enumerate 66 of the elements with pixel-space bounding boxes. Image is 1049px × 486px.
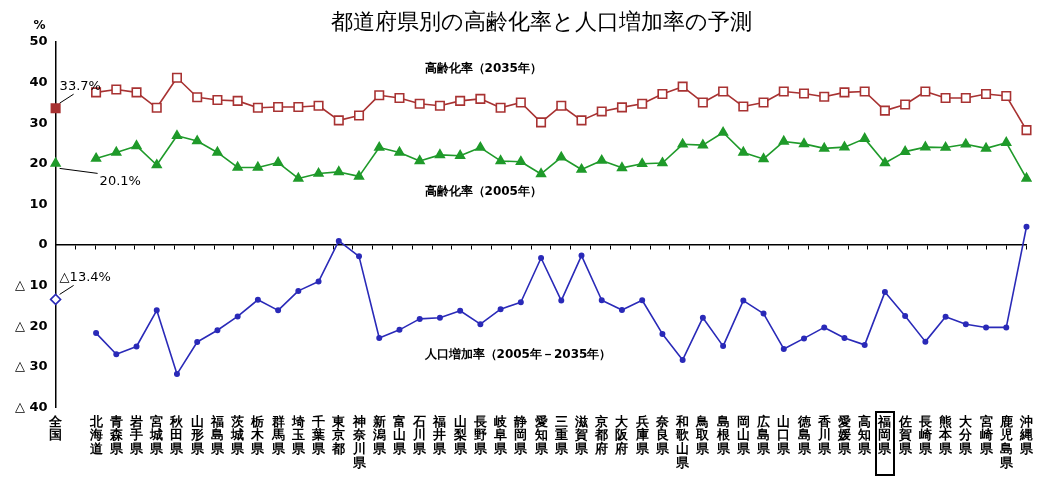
x-tick-label: 栃木県 — [250, 413, 266, 456]
x-tick-label: 長崎県 — [917, 413, 933, 456]
x-tick-label: 鹿児島県 — [998, 413, 1014, 470]
x-tick-label: 大阪府 — [614, 413, 630, 456]
x-tick-label: 岩手県 — [129, 413, 145, 456]
y-axis-title: % — [33, 18, 46, 33]
x-tick-label: 北海道 — [88, 413, 104, 456]
x-tick-label: 和歌山県 — [675, 413, 691, 470]
x-tick-label: 静岡県 — [513, 413, 529, 456]
x-tick-label: 兵庫県 — [634, 413, 650, 456]
y-tick-label: △ 30 — [14, 358, 48, 374]
x-tick-label: 沖縄県 — [1019, 413, 1034, 456]
x-tick-label: 滋賀県 — [574, 413, 590, 456]
x-tick-label: 山梨県 — [452, 413, 468, 456]
x-tick-label: 奈良県 — [654, 413, 670, 456]
x-tick-label: 岐阜県 — [493, 413, 509, 456]
annotation: 33.7% — [59, 77, 101, 93]
text: 人口増加率（2005年－2035年） — [423, 346, 612, 361]
x-tick-label: 東京都 — [331, 413, 347, 456]
y-tick-label: 30 — [29, 114, 48, 130]
series-label: 高齢化率（2005年） — [424, 184, 542, 199]
x-tick-label: 富山県 — [391, 413, 407, 456]
x-tick-label: 秋田県 — [169, 413, 185, 456]
x-tick-label: 青森県 — [108, 413, 124, 456]
x-tick-label: 島根県 — [715, 413, 731, 456]
x-tick-label: 高知県 — [857, 413, 873, 456]
y-tick-label: 20 — [29, 155, 48, 171]
x-tick-label: 愛知県 — [533, 413, 549, 456]
chart-title: 都道府県別の高齢化率と人口増加率の予測 — [330, 8, 752, 34]
x-tick-label: 香川県 — [816, 413, 832, 456]
y-tick-label: 40 — [29, 73, 48, 89]
x-tick-label: 広島県 — [756, 413, 772, 456]
x-tick-label: 福岡県 — [877, 413, 893, 456]
x-tick-label: 宮崎県 — [978, 413, 994, 456]
text: 高齢化率（2035年） — [424, 60, 542, 75]
x-tick-label: 全国 — [48, 413, 64, 443]
y-tick-label: 50 — [29, 33, 48, 49]
x-tick-label: 熊本県 — [938, 413, 954, 456]
x-tick-label: 神奈川県 — [351, 413, 367, 470]
x-tick-label: 石川県 — [412, 413, 428, 456]
x-tick-label: 愛媛県 — [836, 413, 852, 456]
x-tick-label: 宮城県 — [149, 413, 165, 456]
x-tick-label: 京都府 — [594, 413, 609, 456]
x-tick-label: 大分県 — [958, 413, 974, 456]
y-tick-label: △ 40 — [14, 398, 48, 414]
x-tick-label: 三重県 — [553, 413, 569, 456]
x-tick-label: 新潟県 — [371, 413, 387, 456]
x-tick-label: 群馬県 — [270, 413, 286, 456]
y-tick-label: △ 10 — [14, 276, 48, 292]
y-tick-label: 10 — [29, 195, 48, 211]
y-tick-label: 0 — [38, 236, 48, 252]
x-tick-label: 福井県 — [432, 413, 448, 456]
x-tick-label: 茨城県 — [230, 413, 246, 456]
annotation: △13.4% — [59, 268, 111, 284]
x-tick-label: 千葉県 — [311, 413, 327, 456]
x-tick-label: 長野県 — [472, 413, 488, 456]
x-tick-label: 岡山県 — [735, 413, 751, 456]
x-tick-label: 山形県 — [189, 413, 205, 456]
x-tick-label: 鳥取県 — [695, 413, 711, 456]
x-tick-label: 山口県 — [776, 413, 792, 456]
annotation: 20.1% — [99, 172, 141, 188]
x-tick-label: 佐賀県 — [897, 413, 913, 456]
x-tick-label: 埼玉県 — [290, 413, 306, 456]
y-tick-label: △ 20 — [14, 317, 48, 333]
x-tick-label: 徳島県 — [796, 413, 812, 456]
x-tick-label: 福島県 — [209, 413, 225, 456]
